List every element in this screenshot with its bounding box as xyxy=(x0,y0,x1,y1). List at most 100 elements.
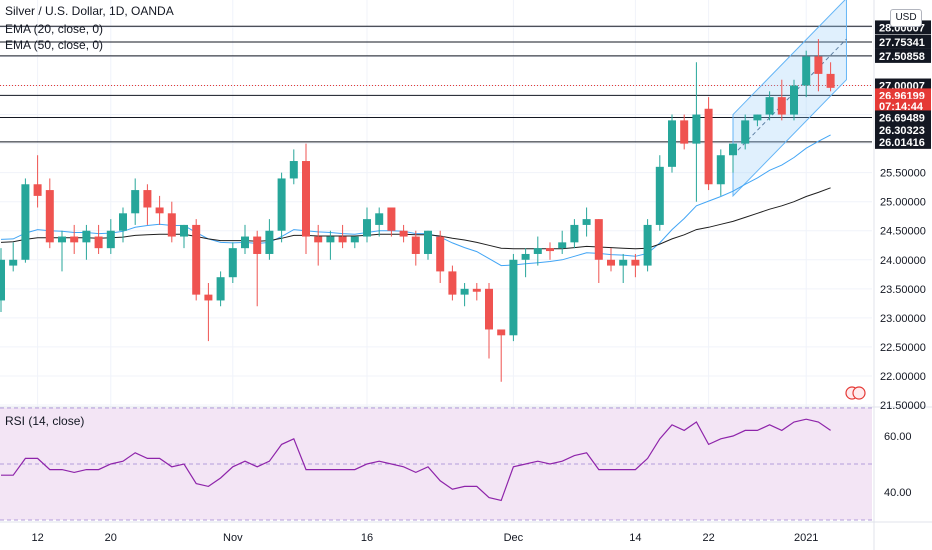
candle xyxy=(643,219,652,272)
candle-body xyxy=(350,236,359,243)
candle-body xyxy=(448,271,457,295)
candle xyxy=(668,114,676,173)
currency-button[interactable]: USD xyxy=(890,9,922,27)
candle-body xyxy=(302,161,310,237)
price-badge-bg xyxy=(875,110,931,125)
candle xyxy=(314,224,323,266)
candle-body xyxy=(497,329,506,336)
candle xyxy=(326,230,335,260)
rsi-band xyxy=(0,407,872,521)
candle-body xyxy=(729,143,737,156)
chart-title: Silver / U.S. Dollar, 1D, OANDA xyxy=(5,4,174,18)
candle xyxy=(521,248,530,278)
candle xyxy=(607,248,615,272)
candle-body xyxy=(180,224,188,237)
candle-body xyxy=(314,236,323,243)
candle xyxy=(387,207,396,237)
price-badge-text: 07:14:44 xyxy=(879,101,924,113)
candle xyxy=(338,224,347,249)
candle xyxy=(655,155,664,231)
candle-body xyxy=(668,120,676,167)
candle xyxy=(790,79,798,121)
price-tick-label: 22.50000 xyxy=(880,342,926,354)
ema50-legend: EMA (50, close, 0) xyxy=(5,38,104,52)
price-tick-label: 22.00000 xyxy=(880,371,926,383)
price-badge-text: 28.00007 xyxy=(879,22,925,34)
candle-body xyxy=(814,56,823,74)
price-axis-badge: 26.01416 xyxy=(875,134,931,149)
candle-body xyxy=(704,108,713,185)
candle-body xyxy=(765,97,774,115)
price-channel xyxy=(732,0,847,198)
candle-body xyxy=(131,190,140,214)
candle-body xyxy=(45,190,54,243)
candle xyxy=(533,236,542,266)
candle xyxy=(70,224,79,254)
candle xyxy=(253,230,262,307)
candle-body xyxy=(521,253,530,260)
candle xyxy=(399,224,408,243)
candle-body xyxy=(619,259,628,266)
candle xyxy=(58,230,66,272)
rsi-tick-label: 40.00 xyxy=(884,487,912,499)
date-tick-label: Dec xyxy=(504,532,524,544)
date-tick-label: 16 xyxy=(361,532,373,544)
horizontal-levels xyxy=(0,25,872,143)
candle-body xyxy=(826,73,835,88)
candle-body xyxy=(594,219,603,260)
candle-body xyxy=(399,230,408,237)
candle xyxy=(265,219,274,260)
price-badge-text: 27.50858 xyxy=(879,51,925,63)
candle-body xyxy=(58,236,66,243)
candle xyxy=(753,114,762,127)
candle-body xyxy=(509,259,518,336)
candle-body xyxy=(216,277,225,301)
candle xyxy=(167,201,176,243)
candle xyxy=(106,219,115,254)
candle xyxy=(826,62,835,92)
price-axis-badge: 26.30323 xyxy=(875,123,931,138)
candle xyxy=(802,50,811,98)
candle xyxy=(497,329,506,382)
candle-body xyxy=(631,259,640,266)
candle-body xyxy=(143,190,152,208)
candle-body xyxy=(106,230,115,249)
candle xyxy=(289,149,298,185)
candle-body xyxy=(155,207,164,214)
rsi-tick-label: 60.00 xyxy=(884,431,912,443)
price-tick-label: 24.50000 xyxy=(880,226,926,238)
candle xyxy=(570,219,579,249)
candle xyxy=(460,283,469,307)
candle xyxy=(33,155,42,208)
candle-body xyxy=(790,85,798,115)
candle xyxy=(277,172,286,243)
candle-body xyxy=(70,236,79,243)
candle xyxy=(594,219,603,284)
candle xyxy=(619,253,628,284)
price-tick-label: 25.00000 xyxy=(880,197,926,209)
candle-body xyxy=(338,236,347,243)
candle-body xyxy=(241,236,249,249)
candle-body xyxy=(716,155,725,185)
event-flag-icon xyxy=(852,386,866,400)
candle-body xyxy=(253,236,262,254)
price-axis-badge: 07:14:44 xyxy=(875,98,931,113)
candle xyxy=(509,253,518,342)
candle xyxy=(21,178,30,263)
price-badge-bg xyxy=(875,134,931,149)
candle xyxy=(350,236,359,249)
candle-body xyxy=(387,207,396,231)
candle xyxy=(729,143,737,173)
candle-body xyxy=(94,236,103,249)
candle xyxy=(82,224,91,260)
candle xyxy=(777,79,786,121)
candle-body xyxy=(119,213,127,231)
price-badge-text: 27.75341 xyxy=(879,37,925,49)
date-tick-label: 2021 xyxy=(794,532,818,544)
price-badge-text: 26.69489 xyxy=(879,112,925,124)
candle xyxy=(704,97,713,191)
price-axis-badge: 27.75341 xyxy=(875,34,931,49)
candle-body xyxy=(655,166,664,225)
